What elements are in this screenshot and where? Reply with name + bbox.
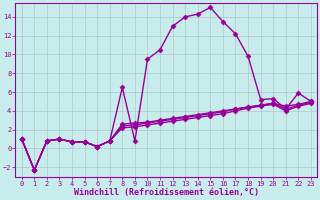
X-axis label: Windchill (Refroidissement éolien,°C): Windchill (Refroidissement éolien,°C) [74, 188, 259, 197]
